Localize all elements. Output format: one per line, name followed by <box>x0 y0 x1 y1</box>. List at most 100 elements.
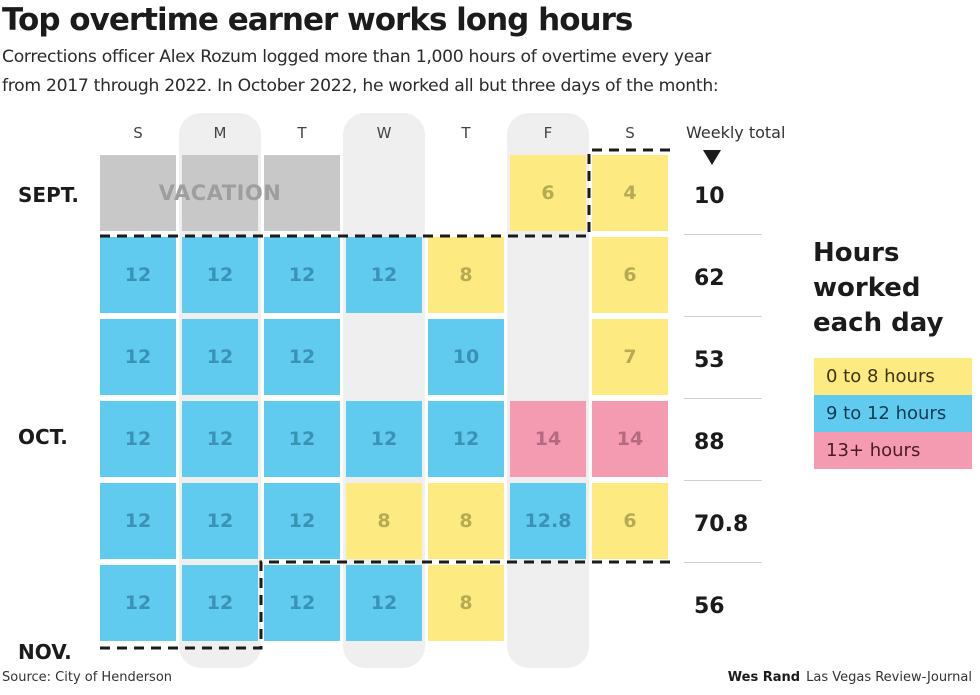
weekly-total-value: 56 <box>694 594 725 619</box>
hours-value: 12 <box>288 428 316 450</box>
hours-value: 10 <box>452 346 480 368</box>
hours-value: 14 <box>534 428 562 450</box>
hours-value: 12 <box>124 510 152 532</box>
weekly-total-value: 10 <box>694 184 725 209</box>
day-cell: 14 <box>510 401 586 477</box>
day-cell: 14 <box>592 401 668 477</box>
hours-value: 12 <box>124 592 152 614</box>
day-cell: 4 <box>592 155 668 231</box>
day-header: F <box>543 124 553 142</box>
month-label-oct: OCT. <box>18 425 68 449</box>
hours-value: 12 <box>288 346 316 368</box>
day-cell: 8 <box>428 483 504 559</box>
day-cell: 12 <box>264 565 340 641</box>
day-cell: 12 <box>182 483 258 559</box>
weekly-total-value: 62 <box>694 266 725 291</box>
hours-value: 12.8 <box>524 510 572 532</box>
day-cell: 12 <box>100 565 176 641</box>
day-cell: 12 <box>100 237 176 313</box>
day-header: T <box>297 124 307 142</box>
hours-value: 12 <box>124 346 152 368</box>
weekly-total-value: 53 <box>694 348 725 373</box>
day-header: S <box>133 124 143 142</box>
hours-value: 12 <box>370 264 398 286</box>
hours-value: 14 <box>616 428 644 450</box>
day-cell: 8 <box>428 565 504 641</box>
day-cell: 6 <box>592 237 668 313</box>
down-arrow-icon <box>703 150 721 165</box>
day-cell: 12 <box>182 237 258 313</box>
day-cell: 12 <box>182 401 258 477</box>
hours-value: 8 <box>459 264 473 286</box>
day-header: S <box>625 124 635 142</box>
hours-value: 6 <box>541 182 555 204</box>
hours-value: 12 <box>370 592 398 614</box>
source-note: Source: City of Henderson <box>2 670 173 685</box>
hours-value: 8 <box>459 510 473 532</box>
publication: Las Vegas Review-Journal <box>806 670 972 685</box>
weekly-total-value: 70.8 <box>694 512 749 537</box>
day-cell: 12.8 <box>510 483 586 559</box>
hours-value: 8 <box>459 592 473 614</box>
author: Wes Rand <box>727 670 801 685</box>
hours-value: 12 <box>206 428 234 450</box>
legend-title-line-3: each day <box>813 308 944 338</box>
hours-value: 8 <box>377 510 391 532</box>
hours-value: 12 <box>288 264 316 286</box>
day-cell: 12 <box>264 401 340 477</box>
day-header: M <box>213 124 227 142</box>
weekly-total-value: 88 <box>694 430 725 455</box>
hours-value: 12 <box>206 592 234 614</box>
hours-value: 4 <box>623 182 637 204</box>
day-header: W <box>376 124 392 142</box>
total-separator <box>684 234 762 235</box>
day-cell: 6 <box>510 155 586 231</box>
day-cell: 10 <box>428 319 504 395</box>
hours-value: 6 <box>623 264 637 286</box>
day-cell: 12 <box>182 565 258 641</box>
day-cell: 12 <box>264 483 340 559</box>
day-cell: 8 <box>346 483 422 559</box>
day-cell: 12 <box>100 401 176 477</box>
legend-title-line-1: Hours <box>813 238 900 268</box>
chart-title: Top overtime earner works long hours <box>2 2 633 38</box>
hours-value: 7 <box>623 346 637 368</box>
credit: Wes Rand Las Vegas Review-Journal <box>728 670 972 685</box>
legend-item: 0 to 8 hours <box>814 358 972 395</box>
day-header: T <box>461 124 471 142</box>
legend-title-line-2: worked <box>813 273 921 303</box>
subtitle-line-1: Corrections officer Alex Rozum logged mo… <box>2 47 711 67</box>
day-cell: 12 <box>346 565 422 641</box>
total-separator <box>684 316 762 317</box>
hours-value: 12 <box>124 428 152 450</box>
hours-value: 12 <box>288 592 316 614</box>
hours-value: 12 <box>124 264 152 286</box>
day-cell: 8 <box>428 237 504 313</box>
month-label-nov: NOV. <box>18 640 72 664</box>
day-cell: 12 <box>100 483 176 559</box>
hours-value: 12 <box>206 264 234 286</box>
day-cell: 12 <box>182 319 258 395</box>
day-cell: 7 <box>592 319 668 395</box>
day-cell: 12 <box>100 319 176 395</box>
day-cell: 12 <box>346 401 422 477</box>
total-separator <box>684 480 762 481</box>
hours-value: 12 <box>206 510 234 532</box>
vacation-label: VACATION <box>158 181 282 205</box>
total-separator <box>684 398 762 399</box>
legend-title: Hours worked each day <box>813 236 943 341</box>
hours-value: 12 <box>452 428 480 450</box>
hours-value: 6 <box>623 510 637 532</box>
hours-value: 12 <box>370 428 398 450</box>
day-cell: 6 <box>592 483 668 559</box>
day-cell: 12 <box>346 237 422 313</box>
subtitle-line-2: from 2017 through 2022. In October 2022,… <box>2 76 719 96</box>
weekly-total-header: Weekly total <box>686 123 786 142</box>
total-separator <box>684 562 762 563</box>
hours-value: 12 <box>206 346 234 368</box>
month-label-sept: SEPT. <box>18 183 79 207</box>
day-cell: 12 <box>264 319 340 395</box>
legend-item: 13+ hours <box>814 432 972 469</box>
legend-item: 9 to 12 hours <box>814 395 972 432</box>
day-cell: 12 <box>264 237 340 313</box>
